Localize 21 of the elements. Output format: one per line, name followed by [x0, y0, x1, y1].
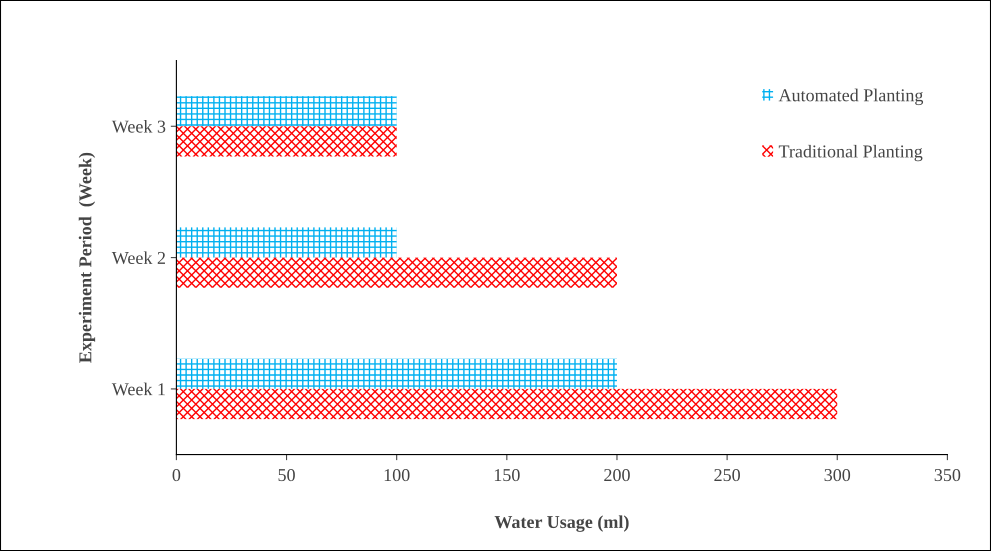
x-tick-label: 300 [824, 468, 850, 482]
y-tick-label: Week 1 [112, 382, 165, 396]
y-tick-label: Week 2 [112, 251, 165, 264]
y-tick-label: Week 3 [112, 120, 166, 133]
legend-label: Automated Planting [778, 88, 924, 106]
x-tick-label: 350 [934, 468, 960, 482]
x-tick-label: 50 [278, 468, 295, 482]
bar [176, 258, 617, 288]
x-tick-label: 0 [172, 468, 180, 482]
x-tick-label: 100 [384, 468, 410, 482]
bar [176, 126, 397, 156]
bar [176, 96, 397, 126]
x-axis-title: Water Usage (ml) [494, 515, 629, 532]
bar [176, 358, 617, 389]
y-axis-title: Experiment Period (Week) [78, 152, 96, 363]
x-tick-label: 200 [604, 468, 630, 482]
bar [176, 388, 838, 420]
legend-label: Traditional Planting [778, 144, 922, 162]
x-tick-label: 250 [714, 468, 740, 482]
bar [176, 227, 397, 258]
x-tick-label: 150 [494, 468, 520, 482]
